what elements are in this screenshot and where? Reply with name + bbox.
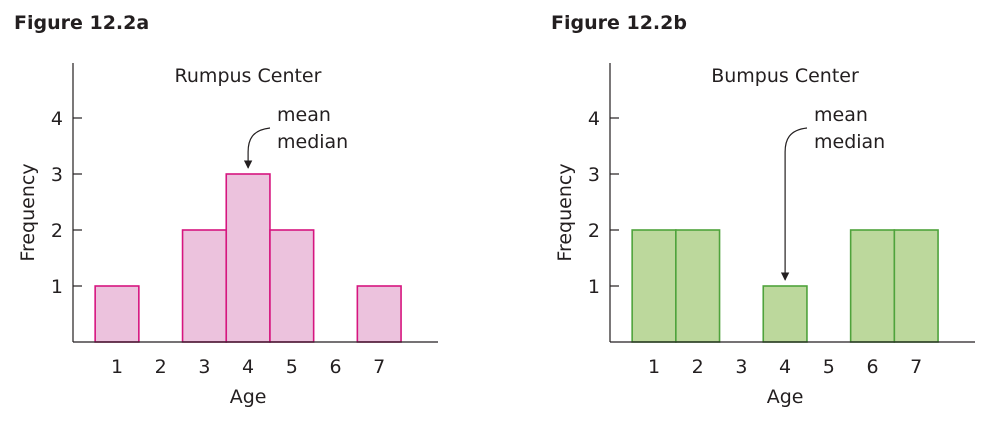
x-tick-label-5: 5 <box>286 356 298 378</box>
annotation-median: median <box>277 131 348 153</box>
annotation-median: median <box>814 131 885 153</box>
y-axis-label: Frequency <box>554 163 576 261</box>
x-tick-label-3: 3 <box>735 356 747 378</box>
y-tick-label-1: 1 <box>588 276 600 298</box>
x-axis-label: Age <box>230 386 267 408</box>
x-tick-label-7: 7 <box>373 356 385 378</box>
x-tick-label-1: 1 <box>111 356 123 378</box>
bar-age-7 <box>356 285 402 343</box>
y-tick-label-3: 3 <box>588 164 600 186</box>
y-axis-label: Frequency <box>17 163 39 261</box>
annotation-arrow <box>780 127 808 281</box>
chart-title: Rumpus Center <box>175 65 322 87</box>
y-tick-label-2: 2 <box>588 220 600 242</box>
figure-b-label: Figure 12.2b <box>551 12 687 34</box>
annotation-arrow <box>243 127 271 169</box>
bar-age-5 <box>269 229 315 343</box>
bar-age-1 <box>631 229 677 343</box>
bar-age-2 <box>675 229 721 343</box>
bar-age-4 <box>225 173 271 343</box>
x-tick-label-1: 1 <box>648 356 660 378</box>
bar-age-4 <box>762 285 808 343</box>
bar-age-3 <box>181 229 228 343</box>
chart-bumpus-center: 1 2 3 4 1 2 3 4 5 6 7 Age Frequency Bumpus Center mean… <box>554 63 975 408</box>
y-tick-label-2: 2 <box>51 220 63 242</box>
y-tick-label-3: 3 <box>51 164 63 186</box>
bar-age-1 <box>94 285 140 343</box>
chart-title: Bumpus Center <box>711 65 859 87</box>
x-tick-label-6: 6 <box>866 356 878 378</box>
x-tick-label-4: 4 <box>242 356 254 378</box>
x-tick-label-5: 5 <box>823 356 835 378</box>
x-tick-label-6: 6 <box>329 356 341 378</box>
annotation-mean: mean <box>277 104 331 126</box>
bar-age-6 <box>849 229 896 343</box>
x-tick-label-3: 3 <box>198 356 210 378</box>
x-axis-label: Age <box>767 386 804 408</box>
chart-rumpus-center: 1 2 3 4 1 2 3 4 5 6 7 Age Frequency Rumpus Center mean… <box>17 63 438 408</box>
x-tick-label-4: 4 <box>779 356 791 378</box>
x-tick-label-2: 2 <box>692 356 704 378</box>
bar-age-7 <box>893 229 939 343</box>
figure-a-label: Figure 12.2a <box>14 12 150 34</box>
y-tick-label-4: 4 <box>51 108 63 130</box>
annotation-mean: mean <box>814 104 868 126</box>
x-tick-label-2: 2 <box>155 356 167 378</box>
y-tick-label-4: 4 <box>588 108 600 130</box>
y-tick-label-1: 1 <box>51 276 63 298</box>
x-tick-label-7: 7 <box>910 356 922 378</box>
